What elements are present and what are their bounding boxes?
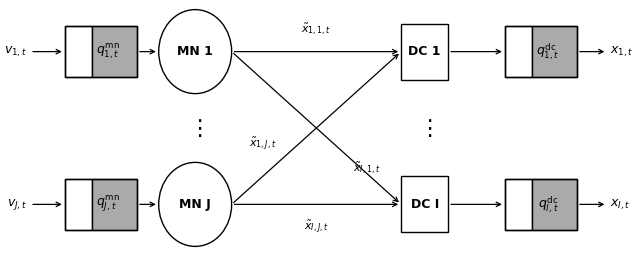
Text: $\tilde{x}_{1,J,t}$: $\tilde{x}_{1,J,t}$ <box>249 136 276 153</box>
Text: DC I: DC I <box>410 198 439 211</box>
Bar <box>401 24 448 80</box>
Text: $\tilde{x}_{1,1,t}$: $\tilde{x}_{1,1,t}$ <box>301 22 332 38</box>
Bar <box>532 26 577 77</box>
Text: $\vdots$: $\vdots$ <box>417 117 432 139</box>
Text: $v_{1,t}$: $v_{1,t}$ <box>4 45 28 59</box>
Bar <box>505 179 577 230</box>
Bar <box>65 179 137 230</box>
Bar <box>65 26 137 77</box>
Text: DC 1: DC 1 <box>408 45 441 58</box>
Bar <box>92 26 137 77</box>
Text: $x_{1,t}$: $x_{1,t}$ <box>610 45 633 59</box>
Text: $\tilde{x}_{I,1,t}$: $\tilde{x}_{I,1,t}$ <box>353 161 381 177</box>
Text: $\tilde{x}_{I,J,t}$: $\tilde{x}_{I,J,t}$ <box>304 218 329 236</box>
Text: $q^{\mathrm{dc}}_{1,t}$: $q^{\mathrm{dc}}_{1,t}$ <box>536 41 560 62</box>
Ellipse shape <box>159 162 232 246</box>
Bar <box>532 179 577 230</box>
Text: $q^{\mathrm{mn}}_{1,t}$: $q^{\mathrm{mn}}_{1,t}$ <box>96 42 120 61</box>
Text: $x_{I,t}$: $x_{I,t}$ <box>610 197 630 211</box>
Text: $v_{J,t}$: $v_{J,t}$ <box>8 197 28 212</box>
Text: MN 1: MN 1 <box>177 45 213 58</box>
Bar <box>401 176 448 232</box>
Text: MN J: MN J <box>179 198 211 211</box>
Bar <box>505 26 532 77</box>
Text: $q^{\mathrm{dc}}_{I,t}$: $q^{\mathrm{dc}}_{I,t}$ <box>538 194 559 215</box>
Ellipse shape <box>159 10 232 94</box>
Bar <box>505 179 532 230</box>
Bar <box>505 26 577 77</box>
Text: $q^{\mathrm{mn}}_{J,t}$: $q^{\mathrm{mn}}_{J,t}$ <box>96 195 120 214</box>
Bar <box>65 26 92 77</box>
Bar <box>92 179 137 230</box>
Bar <box>65 179 92 230</box>
Text: $\vdots$: $\vdots$ <box>188 117 202 139</box>
